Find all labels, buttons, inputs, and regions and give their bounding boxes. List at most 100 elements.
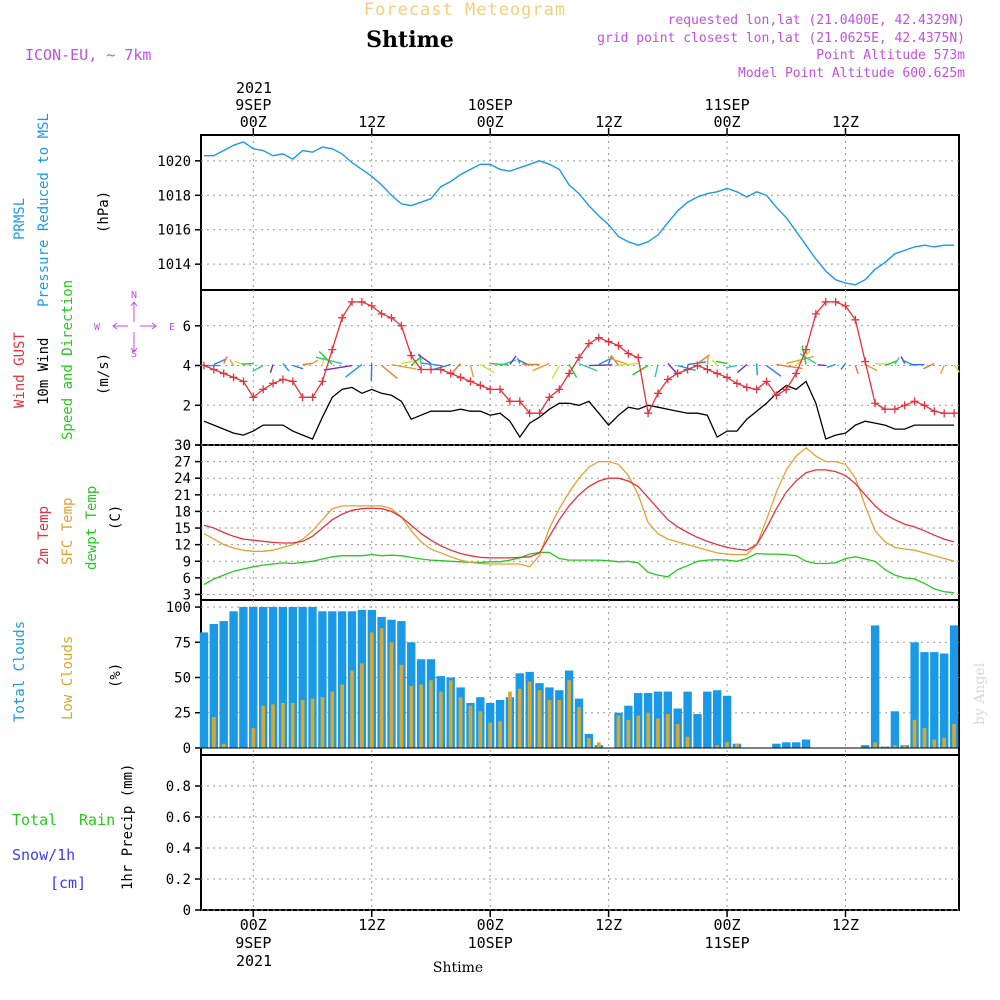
- wind-gust-marker: [584, 339, 593, 348]
- y-tick-label: 27: [174, 455, 191, 471]
- wind-gust-marker: [318, 377, 327, 386]
- panel-0: 1014 1016 1018 1020: [157, 134, 960, 291]
- y-tick-label: 1014: [157, 257, 191, 273]
- wind-direction-arrow: [715, 360, 728, 365]
- dewpt-line: [203, 551, 955, 594]
- total-cloud-bar: [782, 742, 791, 748]
- wind-gust-marker: [841, 301, 850, 310]
- low-cloud-bar: [952, 724, 956, 748]
- wind-gust-marker: [199, 361, 208, 370]
- model-label: ICON-EU, ~ 7km: [25, 46, 151, 64]
- wind-gust-marker: [594, 333, 603, 342]
- low-cloud-bar: [340, 684, 344, 748]
- prmsl-line: [204, 141, 955, 286]
- wind-gust-marker: [802, 345, 811, 354]
- precip-labels: Total Rain Snow/1h [cm] 1hr Precip (mm): [12, 764, 136, 892]
- cloud-unit: (%): [108, 663, 124, 688]
- wind-gust-marker: [821, 297, 830, 306]
- low-cloud-bar: [320, 697, 325, 748]
- wind-direction-arrow: [421, 362, 441, 367]
- low-cloud-bar: [251, 728, 256, 748]
- low-cloud-bar: [212, 717, 216, 748]
- top-tick-hour: 12Z: [358, 113, 385, 131]
- model-altitude: Model Point Altitude 600.625m: [738, 66, 965, 81]
- wind-direction-arrow: [766, 364, 782, 377]
- wind-gust-marker: [387, 313, 396, 322]
- total-cloud-bar: [890, 711, 900, 748]
- total-cloud-bar: [229, 611, 238, 748]
- wind-direction-arrow: [736, 363, 748, 374]
- bottom-year: 2021: [236, 952, 272, 970]
- wind-gust-marker: [298, 393, 307, 402]
- y-tick-label: 2: [183, 398, 191, 414]
- wind-gust-marker: [782, 385, 791, 394]
- wind-gust-marker: [693, 361, 702, 370]
- wind-direction-arrow: [391, 363, 417, 370]
- low-cloud-bar: [379, 628, 384, 748]
- wind-gust-marker: [703, 365, 712, 374]
- low-cloud-bar: [310, 698, 315, 748]
- low-cloud-bar: [636, 715, 641, 748]
- bottom-tick-day: 9SEP: [235, 934, 271, 952]
- precip-label-total: Total: [12, 811, 57, 829]
- top-time-axis: 2021: [236, 79, 272, 97]
- panel-4: 0 0.2 0.4 0.6 0.8: [166, 754, 960, 919]
- y-tick-label: 3: [183, 587, 191, 603]
- gridpoint-coords: grid point closest lon,lat (21.0625E, 42…: [597, 31, 965, 46]
- low-cloud-bar: [429, 680, 433, 748]
- wind-gust-marker: [348, 297, 357, 306]
- y-tick-label: 1016: [157, 223, 191, 239]
- requested-coords: requested lon,lat (21.0400E, 42.4329N): [668, 13, 965, 28]
- wind-gust-marker: [811, 309, 820, 318]
- wind-gust-marker: [308, 393, 317, 402]
- compass-w: W: [94, 322, 101, 333]
- wind-direction-arrow: [654, 364, 659, 378]
- wind-gust-marker: [742, 383, 751, 392]
- low-cloud-bar: [221, 743, 226, 748]
- compass-rose-icon: N S W E: [94, 290, 175, 360]
- compass-e: E: [169, 322, 175, 333]
- bottom-location: Shtime: [433, 960, 483, 976]
- low-cloud-bar: [281, 702, 285, 748]
- low-cloud-bar: [587, 738, 591, 748]
- wind-direction-arrow: [509, 355, 517, 365]
- low-cloud-bar: [596, 742, 601, 748]
- low-cloud-bar: [360, 663, 364, 748]
- wind-direction-arrow: [312, 359, 319, 365]
- low-cloud-bar: [478, 711, 483, 748]
- low-cloud-bar: [369, 632, 374, 748]
- bottom-tick-hour: 12Z: [358, 916, 385, 934]
- low-cloud-bar: [626, 719, 631, 748]
- wind-gust-marker: [880, 405, 889, 414]
- total-cloud-bar: [328, 611, 337, 748]
- wind-direction-arrow: [786, 355, 815, 365]
- wind-gust-marker: [930, 407, 939, 416]
- wind-direction-arrow: [725, 364, 738, 369]
- compass-arrows: [112, 301, 157, 353]
- low-cloud-bar: [290, 702, 295, 748]
- wind-gust-marker: [407, 351, 416, 360]
- wind-direction-arrow: [677, 364, 696, 371]
- top-tick-day: 9SEP: [235, 96, 271, 114]
- low-cloud-bar: [261, 705, 265, 748]
- total-cloud-bar: [920, 652, 929, 748]
- top-tick-hour: 00Z: [714, 113, 741, 131]
- wind-gust-marker: [920, 401, 929, 410]
- wind-gust-marker: [505, 397, 514, 406]
- wind-gust-marker: [377, 309, 386, 318]
- total-cloud-bar: [772, 743, 781, 748]
- y-tick-label: 0.8: [166, 779, 191, 795]
- bottom-tick-hour: 00Z: [240, 916, 267, 934]
- wind-gust-marker: [426, 365, 435, 374]
- bottom-tick-hour: 00Z: [477, 916, 504, 934]
- wind-direction-arrow: [323, 364, 353, 371]
- wind-direction-arrow: [840, 363, 847, 370]
- wind-gust-marker: [752, 385, 761, 394]
- cloud-label-1: Total Clouds: [12, 621, 28, 722]
- wind-unit: (m/s): [96, 353, 112, 395]
- wind-direction-arrow: [490, 362, 509, 366]
- y-tick-label: 1018: [157, 188, 191, 204]
- low-cloud-bar: [715, 745, 719, 748]
- low-cloud-bar: [271, 704, 275, 748]
